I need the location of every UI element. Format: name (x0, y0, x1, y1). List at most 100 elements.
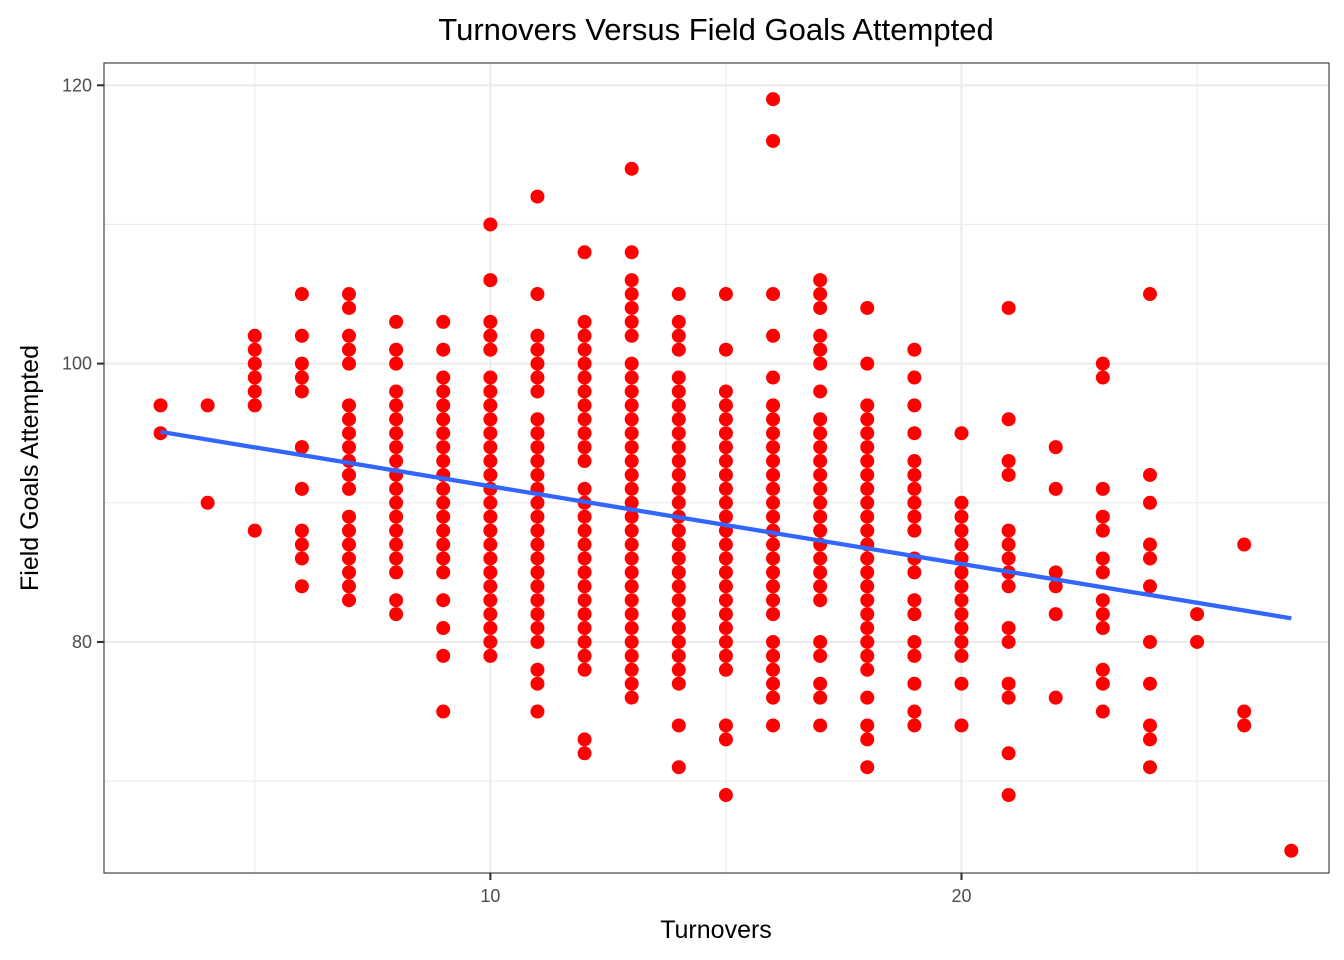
data-point (200, 495, 215, 510)
data-point (907, 676, 922, 691)
data-point (294, 356, 309, 371)
data-point (624, 300, 639, 315)
data-point (389, 537, 404, 552)
data-point (671, 495, 686, 510)
data-point (907, 718, 922, 733)
data-point (671, 412, 686, 427)
data-point (483, 454, 498, 469)
data-point (813, 565, 828, 580)
data-point (1095, 593, 1110, 608)
data-point (530, 565, 545, 580)
x-tick-label: 20 (951, 886, 971, 906)
data-point (624, 537, 639, 552)
data-point (1095, 676, 1110, 691)
data-point (294, 370, 309, 385)
data-point (1001, 412, 1016, 427)
trend-line-group (160, 429, 1292, 621)
data-point (530, 412, 545, 427)
data-point (860, 551, 875, 566)
data-point (530, 621, 545, 636)
data-point (718, 495, 733, 510)
data-point (624, 607, 639, 622)
data-point (671, 342, 686, 357)
data-point (483, 217, 498, 232)
data-point (624, 412, 639, 427)
data-point (860, 718, 875, 733)
data-point (860, 634, 875, 649)
data-point (718, 788, 733, 803)
data-point (671, 537, 686, 552)
data-point (342, 440, 356, 455)
data-point (766, 648, 781, 663)
data-point (766, 287, 781, 302)
data-point (1001, 746, 1016, 761)
data-point (1095, 662, 1110, 677)
data-point (436, 537, 451, 552)
data-point (860, 398, 875, 413)
data-point (483, 328, 498, 343)
data-point (813, 523, 828, 538)
panel-border (103, 62, 1330, 874)
data-point (718, 634, 733, 649)
data-point (766, 662, 781, 677)
data-point (577, 398, 592, 413)
data-point (1095, 523, 1110, 538)
data-point (1001, 300, 1016, 315)
data-point (577, 370, 592, 385)
data-point (624, 565, 639, 580)
data-point (860, 579, 875, 594)
data-point (718, 718, 733, 733)
data-point (671, 426, 686, 441)
data-point (954, 676, 969, 691)
y-tick-label: 100 (62, 354, 92, 374)
data-point (247, 328, 262, 343)
data-point (718, 342, 733, 357)
data-point (718, 621, 733, 636)
data-point (1095, 565, 1110, 580)
data-point (483, 495, 498, 510)
data-point (718, 412, 733, 427)
data-point (671, 481, 686, 496)
data-point (342, 565, 356, 580)
data-point (907, 634, 922, 649)
data-point (907, 607, 922, 622)
data-point (294, 579, 309, 594)
data-point (624, 454, 639, 469)
data-point (813, 467, 828, 482)
data-point (954, 718, 969, 733)
data-point (1048, 579, 1063, 594)
data-point (624, 245, 639, 260)
data-point (1001, 523, 1016, 538)
data-point (766, 495, 781, 510)
data-point (294, 481, 309, 496)
data-point (342, 481, 356, 496)
data-point (624, 384, 639, 399)
data-point (860, 760, 875, 775)
data-point (813, 495, 828, 510)
data-point (530, 328, 545, 343)
data-point (624, 676, 639, 691)
data-point (1142, 537, 1157, 552)
data-point (294, 551, 309, 566)
data-point (294, 440, 309, 455)
data-point (247, 356, 262, 371)
data-point (483, 537, 498, 552)
data-point (247, 342, 262, 357)
data-point (577, 662, 592, 677)
data-point (718, 467, 733, 482)
data-point (860, 481, 875, 496)
data-point (1190, 634, 1205, 649)
data-point (389, 398, 404, 413)
data-point (766, 481, 781, 496)
data-point (577, 454, 592, 469)
data-point (577, 245, 592, 260)
data-point (813, 328, 828, 343)
grid-lines (104, 63, 1329, 873)
data-point (483, 634, 498, 649)
data-point (342, 287, 356, 302)
data-point (1095, 370, 1110, 385)
data-point (530, 537, 545, 552)
data-point (766, 565, 781, 580)
data-point (624, 690, 639, 705)
